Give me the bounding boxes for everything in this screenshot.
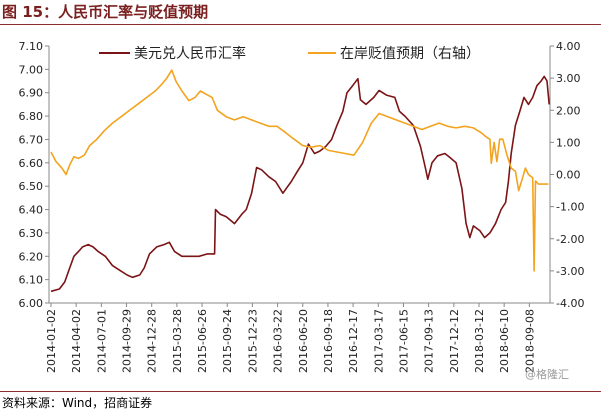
y-right-tick-label: -1.00 (556, 201, 584, 214)
legend-label-depreciation: 在岸贬值预期（右轴） (340, 46, 480, 62)
chart-axes: 6.00 6.10 6.20 6.30 6.40 6.50 6.60 6.70 6.80 6.90… (19, 40, 585, 373)
y-left-tick-label: 6.20 (19, 250, 44, 263)
x-tick-label: 2017-03-17 (372, 309, 385, 373)
watermark: @格隆汇 (525, 368, 569, 381)
y-right-tick-label: -2.00 (556, 233, 584, 246)
title-rule (0, 24, 601, 25)
y-left-tick-label: 7.10 (19, 40, 44, 53)
x-tick-label: 2015-09-24 (221, 309, 234, 373)
y-right-tick-label: -4.00 (556, 297, 584, 310)
x-tick-label: 2014-07-01 (95, 309, 108, 373)
y-right-tick-label: 0.00 (556, 169, 581, 182)
x-tick-label: 2017-06-15 (397, 309, 410, 373)
x-tick-label: 2014-12-28 (146, 309, 159, 373)
x-tick-label: 2015-03-28 (171, 309, 184, 373)
legend-label-usdcny: 美元兑人民币汇率 (134, 45, 246, 62)
y-right-tick-label: 4.00 (556, 40, 581, 53)
y-left-tick-label: 6.90 (19, 87, 44, 100)
x-tick-label: 2016-03-22 (272, 309, 285, 373)
bottom-rule (0, 391, 601, 392)
y-right-tick-label: 1.00 (556, 136, 581, 149)
y-left-tick-label: 7.00 (19, 63, 44, 76)
series-line-usdcny (50, 75, 550, 293)
x-tick-label: 2016-12-17 (347, 309, 360, 373)
x-tick-label: 2014-09-29 (121, 309, 134, 373)
y-left-tick-label: 6.10 (19, 274, 44, 287)
x-tick-label: 2015-06-26 (196, 309, 209, 373)
figure-title: 图 15：人民币汇率与贬值预期 (2, 3, 209, 21)
x-tick-label: 2016-09-18 (322, 309, 335, 373)
y-left-tick-label: 6.00 (19, 297, 44, 310)
y-right-tick-label: 2.00 (556, 104, 581, 117)
y-left-tick-label: 6.70 (19, 133, 44, 146)
y-left-tick-label: 6.60 (19, 157, 44, 170)
x-tick-label: 2017-09-13 (423, 309, 436, 373)
x-tick-label: 2014-04-02 (70, 309, 83, 373)
series-line-depreciation (50, 69, 549, 272)
x-tick-label: 2018-03-12 (473, 309, 486, 373)
x-tick-label: 2015-12-23 (246, 309, 259, 373)
x-tick-label: 2016-06-20 (297, 309, 310, 373)
x-tick-label: 2017-12-12 (448, 309, 461, 373)
y-left-tick-label: 6.50 (19, 180, 44, 193)
x-tick-label: 2014-01-02 (45, 309, 58, 373)
y-right-tick-label: 3.00 (556, 72, 581, 85)
chart-series (50, 69, 550, 293)
x-tick-label: 2018-06-10 (498, 309, 511, 373)
y-left-tick-label: 6.80 (19, 110, 44, 123)
y-right-tick-label: -3.00 (556, 265, 584, 278)
x-tick-label: 2018-09-08 (523, 309, 536, 373)
y-left-tick-label: 6.30 (19, 227, 44, 240)
source-note: 资料来源：Wind，招商证券 (2, 396, 153, 410)
chart-legend: 美元兑人民币汇率 在岸贬值预期（右轴） (99, 45, 480, 62)
y-left-tick-label: 6.40 (19, 204, 44, 217)
